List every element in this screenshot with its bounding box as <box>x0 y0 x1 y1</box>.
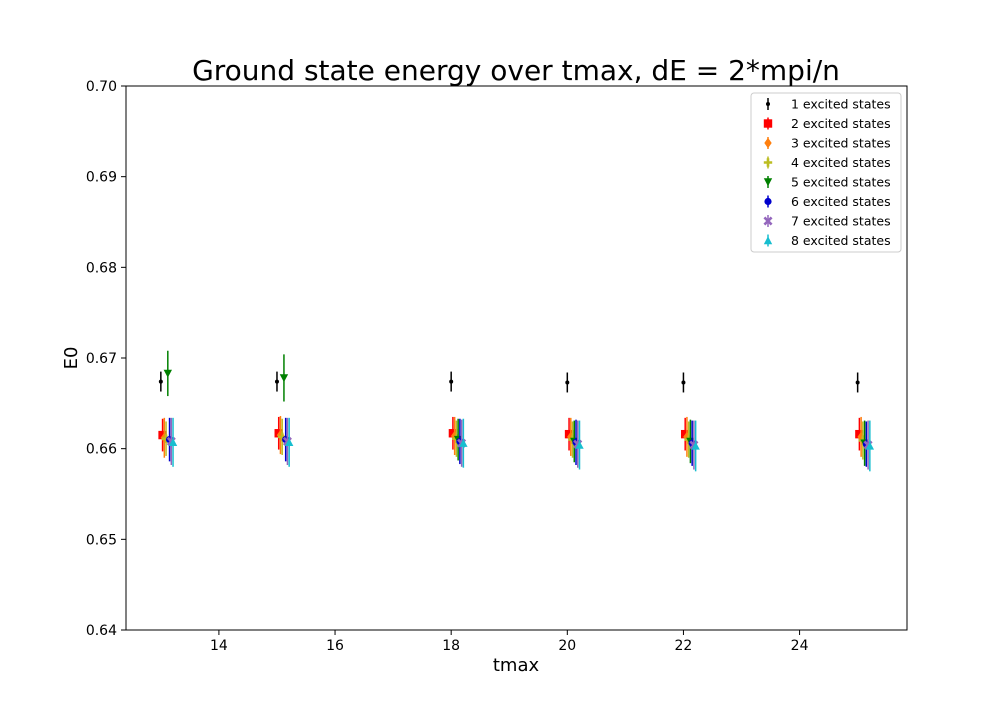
legend-marker <box>763 119 773 128</box>
legend-item-4-excited-states: 4 excited states <box>763 155 891 170</box>
legend-marker <box>763 216 773 226</box>
legend-label: 4 excited states <box>791 155 891 170</box>
data-point <box>279 374 289 383</box>
legend-label: 8 excited states <box>791 233 891 248</box>
x-axis-ticks: 14 16 18 20 22 24 <box>210 630 809 654</box>
legend-marker <box>766 102 770 106</box>
legend-label: 1 excited states <box>791 97 891 112</box>
legend-marker <box>763 158 773 167</box>
y-tick-label: 0.66 <box>86 442 117 458</box>
x-tick-label: 18 <box>442 638 460 654</box>
legend-label: 3 excited states <box>791 136 891 151</box>
data-point <box>857 431 865 443</box>
legend-label: 7 excited states <box>791 214 891 229</box>
legend-label: 6 excited states <box>791 194 891 209</box>
y-tick-label: 0.69 <box>86 170 117 186</box>
plot-frame <box>125 85 908 631</box>
data-point <box>575 440 584 449</box>
y-tick-label: 0.68 <box>86 260 117 276</box>
data-point <box>681 380 686 385</box>
legend-label: 5 excited states <box>791 175 891 190</box>
legend-marker <box>764 197 772 206</box>
data-point <box>565 380 570 385</box>
data-point <box>163 369 173 378</box>
series-layer <box>158 350 875 472</box>
legend-label: 2 excited states <box>791 116 891 131</box>
data-point <box>691 441 700 450</box>
legend-item-7-excited-states: 7 excited states <box>763 214 891 229</box>
legend-item-3-excited-states: 3 excited states <box>764 136 891 151</box>
x-tick-label: 24 <box>791 638 809 654</box>
x-tick-label: 14 <box>210 638 228 654</box>
legend-item-6-excited-states: 6 excited states <box>764 194 891 209</box>
y-tick-label: 0.64 <box>86 623 117 639</box>
y-tick-label: 0.70 <box>86 79 117 95</box>
series-8-excited-states <box>168 417 875 472</box>
data-point <box>158 379 163 384</box>
data-point <box>168 438 178 447</box>
series-1-excited-states <box>158 371 860 393</box>
legend-marker <box>764 137 772 149</box>
y-tick-label: 0.67 <box>86 351 117 367</box>
data-point <box>855 380 860 385</box>
y-axis-ticks: 0.64 0.65 0.66 0.67 0.68 0.69 0.70 <box>86 79 126 639</box>
x-tick-label: 20 <box>558 638 576 654</box>
legend: 1 excited states 2 excited states 3 excite… <box>750 92 902 253</box>
legend-item-8-excited-states: 8 excited states <box>763 233 891 248</box>
chart-title: Ground state energy over tmax, dE = 2*mp… <box>192 54 840 87</box>
data-point <box>284 438 294 447</box>
data-point <box>865 441 875 450</box>
data-point <box>274 379 279 384</box>
x-tick-label: 16 <box>326 638 344 654</box>
legend-marker <box>763 178 773 187</box>
legend-item-2-excited-states: 2 excited states <box>763 116 891 131</box>
legend-marker <box>763 236 773 245</box>
legend-item-1-excited-states: 1 excited states <box>766 97 891 112</box>
data-point <box>459 439 468 447</box>
legend-item-5-excited-states: 5 excited states <box>763 175 891 190</box>
data-point <box>449 379 454 384</box>
y-tick-label: 0.65 <box>86 532 117 548</box>
legend-box <box>750 92 902 253</box>
x-tick-label: 22 <box>675 638 693 654</box>
x-axis-label: tmax <box>493 655 540 676</box>
y-axis-label: E0 <box>61 347 82 370</box>
